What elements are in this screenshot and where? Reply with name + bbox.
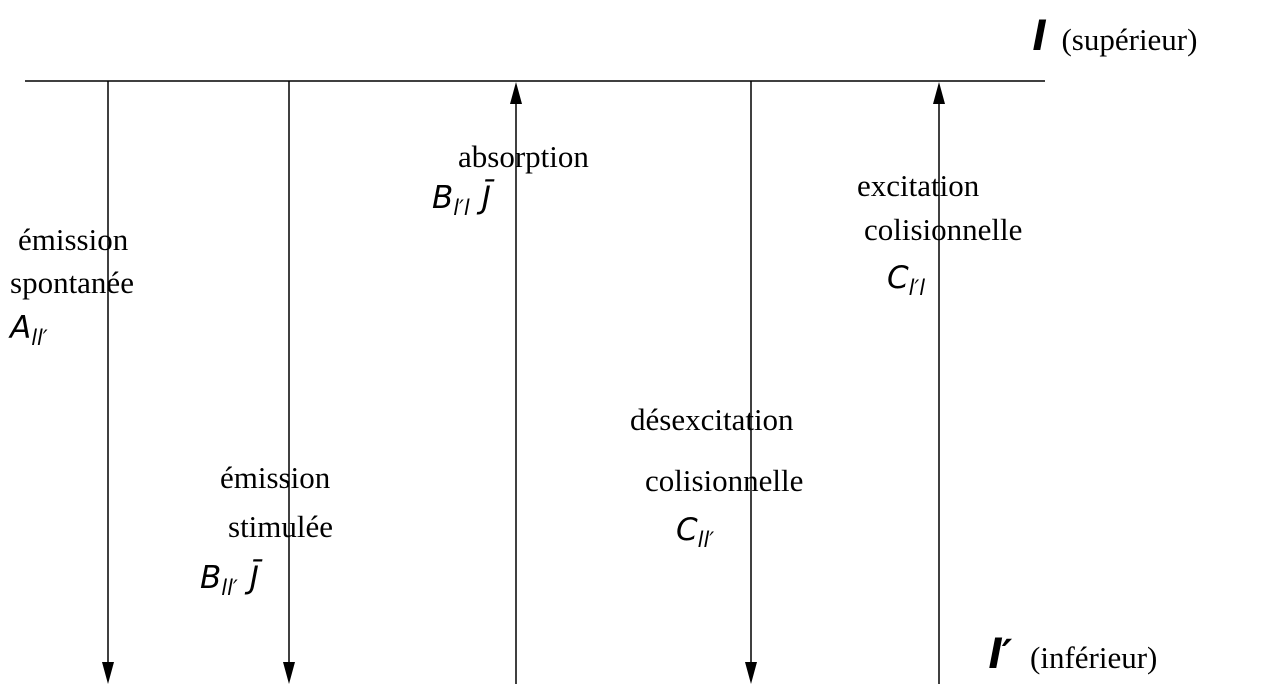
label: (inférieur) — [1030, 640, 1157, 675]
factor: J̄ — [244, 559, 264, 596]
rate-symbol: Bl′l J̄ — [432, 179, 495, 220]
factor: J̄ — [476, 179, 496, 216]
transition-text: désexcitation — [630, 402, 794, 437]
transition-labels: émissionspontanéeAll′émissionstimuléeBll… — [8, 139, 1022, 600]
arrowhead — [933, 82, 945, 104]
rate-symbol: Cll′ — [676, 512, 714, 552]
symbol: C — [676, 512, 698, 548]
symbol: B — [432, 180, 453, 216]
rate-symbol: Bll′ J̄ — [200, 559, 263, 600]
symbol: l — [1032, 14, 1047, 60]
transition-text: absorption — [458, 139, 589, 174]
symbol: B — [200, 560, 221, 596]
subscript: l′l — [909, 276, 926, 300]
subscript: ll′ — [698, 528, 715, 552]
arrowhead — [102, 662, 114, 684]
transition-text: spontanée — [10, 265, 134, 300]
arrowhead — [283, 662, 295, 684]
lower-level-label: l′ (inférieur) — [988, 632, 1157, 678]
upper-level-label: l (supérieur) — [1032, 14, 1197, 60]
subscript: ll′ — [221, 576, 238, 600]
transition-text: colisionnelle — [864, 212, 1022, 247]
subscript: l′l — [453, 196, 470, 220]
symbol: l′ — [988, 632, 1013, 678]
arrowhead — [510, 82, 522, 104]
transition-text: émission — [220, 460, 331, 495]
rate-symbol: All′ — [8, 310, 48, 350]
transition-text: émission — [18, 222, 129, 257]
symbol: A — [8, 310, 31, 346]
subscript: ll′ — [31, 326, 48, 350]
transition-text: colisionnelle — [645, 463, 803, 498]
label: (supérieur) — [1061, 22, 1197, 57]
rate-symbol: Cl′l — [887, 260, 925, 300]
arrowhead — [745, 662, 757, 684]
transition-text: stimulée — [228, 509, 333, 544]
transition-text: excitation — [857, 168, 980, 203]
symbol: C — [887, 260, 909, 296]
